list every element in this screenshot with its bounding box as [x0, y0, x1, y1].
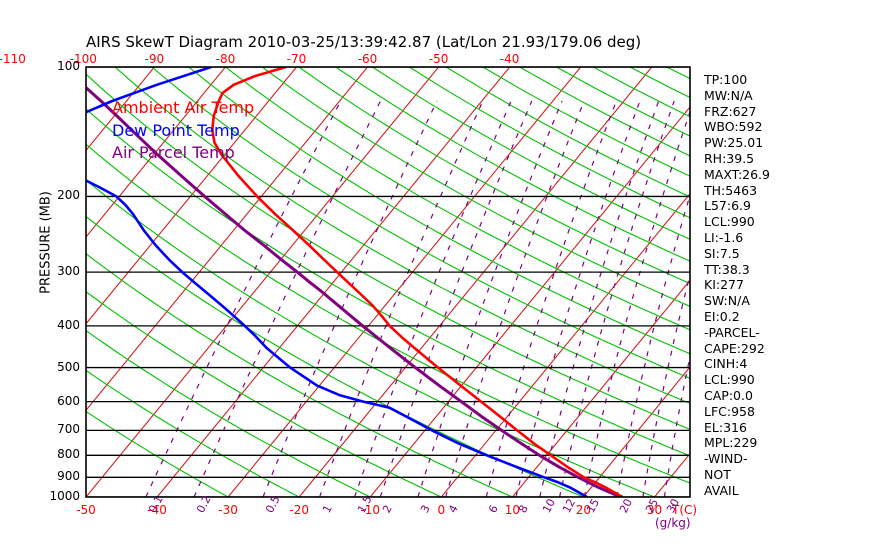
- stat--parcel: -PARCEL-: [704, 324, 760, 340]
- pressure-tick-700: 700: [57, 422, 80, 437]
- stat-frz-627: FRZ:627: [704, 103, 757, 119]
- bottom-temp-tick-30: 30: [646, 503, 663, 517]
- top-temp-tick--100: -100: [69, 52, 97, 66]
- pressure-tick-400: 400: [57, 317, 80, 332]
- pressure-tick-100: 100: [57, 59, 80, 73]
- temperature-axis-label: T(C): [672, 503, 698, 517]
- top-temp-tick--90: -90: [144, 52, 165, 66]
- bottom-temp-tick--10: -10: [360, 503, 381, 517]
- bottom-temp-tick-0: 0: [437, 503, 446, 517]
- top-temp-tick--110: -110: [0, 52, 26, 66]
- stat-rh-39.5: RH:39.5: [704, 151, 755, 166]
- stat-ei-0.2: EI:0.2: [704, 309, 740, 324]
- bottom-temp-tick--50: -50: [76, 503, 96, 517]
- stat-lfc-958: LFC:958: [704, 403, 755, 419]
- stat-el-316: EL:316: [704, 419, 747, 435]
- stat-wbo-592: WBO:592: [704, 119, 763, 135]
- pressure-tick-900: 900: [57, 469, 80, 484]
- stat-cinh-4: CINH:4: [704, 356, 748, 372]
- pressure-tick-800: 800: [57, 447, 80, 462]
- top-temp-tick--70: -70: [286, 52, 307, 66]
- mixing-ratio-axis-label: (g/kg): [655, 516, 691, 530]
- stat-cape-292: CAPE:292: [704, 340, 765, 356]
- bottom-temp-tick-20: 20: [575, 503, 592, 517]
- legend-dew-point-temp: Dew Point Temp: [112, 121, 240, 140]
- stat-ki-277: KI:277: [704, 277, 744, 293]
- top-temp-tick--40: -40: [499, 52, 520, 66]
- top-temp-tick--50: -50: [428, 52, 449, 66]
- top-temp-tick--80: -80: [215, 52, 236, 66]
- stat-maxt-26.9: MAXT:26.9: [704, 166, 770, 182]
- pressure-tick-300: 300: [57, 264, 80, 279]
- stat-mpl-229: MPL:229: [704, 435, 758, 451]
- stat-th-5463: TH:5463: [704, 182, 758, 198]
- bottom-temp-tick--30: -30: [218, 503, 238, 517]
- legend-air-parcel-temp: Air Parcel Temp: [112, 143, 235, 162]
- stat--wind: -WIND-: [704, 451, 748, 467]
- stat-l57-6.9: L57:6.9: [704, 198, 751, 214]
- stat-avail: AVAIL: [704, 482, 739, 498]
- stat-lcl-990: LCL:990: [704, 372, 755, 388]
- pressure-tick-500: 500: [57, 359, 80, 374]
- pressure-tick-200: 200: [57, 188, 80, 203]
- legend-ambient-air-temp: Ambient Air Temp: [112, 98, 255, 117]
- stat-cap-0.0: CAP:0.0: [704, 388, 753, 403]
- stat-si-7.5: SI:7.5: [704, 245, 740, 261]
- pressure-tick-600: 600: [57, 393, 80, 408]
- pressure-tick-1000: 1000: [49, 489, 80, 503]
- bottom-temp-tick-10: 10: [504, 503, 520, 517]
- page-title: AIRS SkewT Diagram 2010-03-25/13:39:42.8…: [86, 33, 642, 51]
- stat-tp-100: TP:100: [704, 72, 748, 87]
- stat-lcl-990: LCL:990: [704, 214, 755, 230]
- bottom-temp-tick--20: -20: [289, 503, 309, 517]
- stat-li--1.6: LI:-1.6: [704, 230, 744, 245]
- bottom-temp-tick--40: -40: [147, 503, 167, 517]
- top-temp-tick--60: -60: [357, 52, 378, 66]
- stat-not: NOT: [704, 467, 731, 482]
- stat-tt-38.3: TT:38.3: [704, 261, 750, 277]
- stat-mw-n-a: MW:N/A: [704, 87, 753, 103]
- stat-sw-n-a: SW:N/A: [704, 293, 750, 309]
- stat-pw-25.01: PW:25.01: [704, 135, 764, 151]
